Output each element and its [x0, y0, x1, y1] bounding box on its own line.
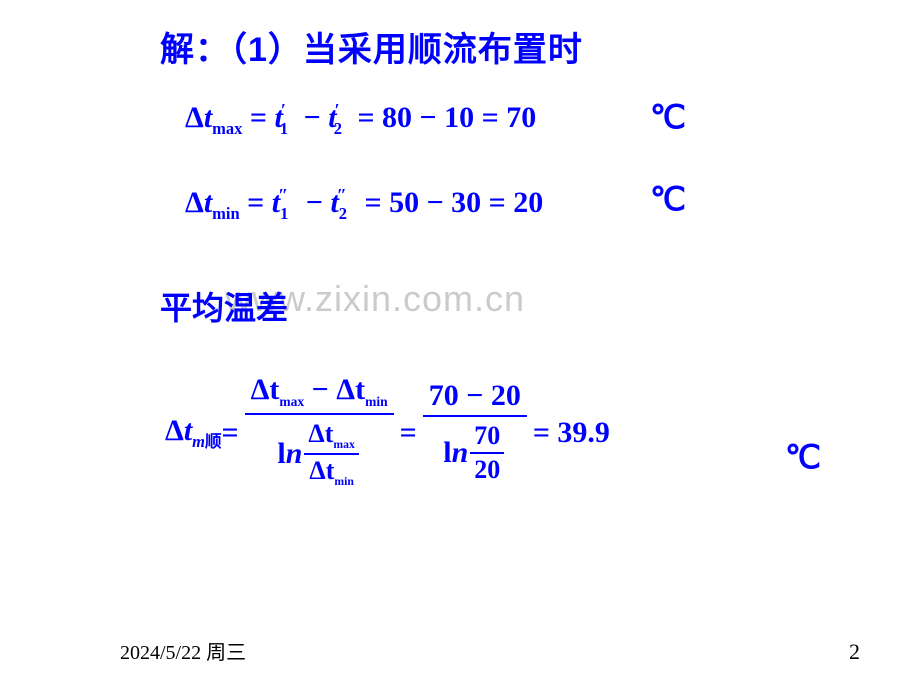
- t: t: [204, 101, 212, 134]
- unit-c-1: ℃: [650, 98, 686, 136]
- equals: =: [222, 416, 239, 450]
- equation-dtmin: Δtmin = t″1 − t″2 = 50 − 30 = 20: [185, 185, 543, 224]
- rhs: = 50 − 30 = 20: [357, 186, 543, 219]
- sub1: 1: [280, 119, 288, 138]
- dt-max: Δtmax: [251, 373, 305, 406]
- equation-mean-temp: Δtm顺 = Δtmax − Δtmin llnn Δtmax Δtmin = …: [165, 373, 610, 492]
- t: t: [204, 186, 212, 219]
- minus: −: [298, 186, 330, 219]
- inner-frac-2: 70 20: [470, 421, 504, 485]
- delta: Δ: [185, 186, 204, 219]
- equation-dtmax: Δtmax = t′1 − t′2 = 80 − 10 = 70: [185, 100, 536, 139]
- slide: 解：（1）当采用顺流布置时 Δtmax = t′1 − t′2 = 80 − 1…: [0, 0, 920, 690]
- dt: Δt: [251, 373, 280, 406]
- delta: Δ: [185, 101, 204, 134]
- ln: ln: [443, 438, 468, 468]
- fraction-2: 70 − 20 ln 70 20: [423, 379, 527, 487]
- rhs: = 80 − 10 = 70: [350, 101, 536, 134]
- inner-den: Δtmin: [305, 455, 357, 490]
- equals-2: =: [400, 416, 417, 450]
- fraction-1: Δtmax − Δtmin llnn Δtmax Δtmin: [245, 373, 394, 492]
- prime: ′: [281, 100, 286, 120]
- sub: min: [365, 394, 388, 409]
- subheading: 平均温差: [160, 283, 288, 329]
- sub: max: [279, 394, 304, 409]
- inner-frac-1: Δtmax Δtmin: [304, 419, 358, 491]
- unit-c-3: ℃: [785, 438, 821, 476]
- equals: =: [240, 186, 272, 219]
- sub-m: m: [192, 432, 205, 451]
- footer-page-number: 2: [849, 639, 860, 665]
- ln: llnn: [277, 439, 302, 469]
- denominator-2: ln 70 20: [437, 417, 512, 487]
- inner-num: Δtmax: [304, 419, 358, 456]
- sub1: 1: [280, 204, 288, 223]
- equals: =: [242, 101, 274, 134]
- dt: Δt: [336, 373, 365, 406]
- dprime2: ″: [337, 185, 347, 205]
- minus: −: [296, 101, 328, 134]
- prime2: ′: [335, 100, 340, 120]
- numerator-2: 70 − 20: [423, 379, 527, 417]
- sub-cn: 顺: [205, 432, 222, 451]
- result: = 39.9: [533, 416, 610, 450]
- inner-num: 70: [470, 421, 504, 454]
- sub2: 2: [339, 204, 347, 223]
- numerator-1: Δtmax − Δtmin: [245, 373, 394, 415]
- minus: −: [304, 373, 336, 406]
- sub: min: [334, 476, 353, 489]
- unit-c-2: ℃: [650, 180, 686, 218]
- delta: Δ: [165, 414, 184, 447]
- inner-den: 20: [470, 454, 504, 485]
- sub: max: [333, 438, 354, 451]
- dt-min: Δtmin: [336, 373, 387, 406]
- dprime: ″: [278, 185, 288, 205]
- lhs: Δtm顺: [165, 414, 222, 452]
- sub2: 2: [334, 119, 342, 138]
- footer-date: 2024/5/22 周三: [120, 636, 246, 665]
- slide-title: 解：（1）当采用顺流布置时: [160, 22, 583, 71]
- denominator-1: llnn Δtmax Δtmin: [271, 415, 366, 493]
- dt: Δt: [308, 419, 333, 448]
- sub-max: max: [212, 119, 242, 138]
- dt: Δt: [309, 456, 334, 485]
- sub-min: min: [212, 204, 240, 223]
- t: t: [184, 414, 192, 447]
